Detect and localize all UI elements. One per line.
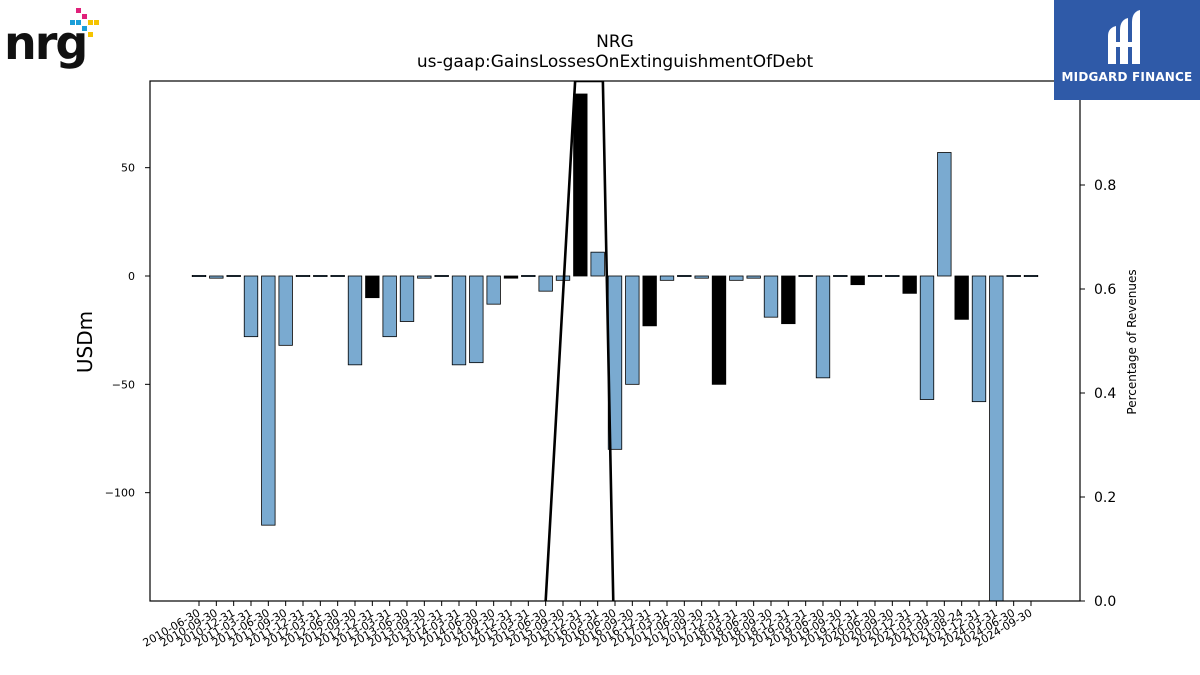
- bar: [191, 274, 207, 277]
- bar: [677, 274, 692, 277]
- bar: [850, 275, 865, 286]
- bar: [209, 275, 224, 279]
- bar: [486, 275, 501, 305]
- bar: [313, 274, 328, 277]
- y-axis-label: USDm: [73, 311, 97, 373]
- bar: [902, 275, 917, 294]
- bar: [503, 275, 519, 279]
- bar: [573, 93, 588, 277]
- bar: [243, 275, 259, 338]
- y2-tick-label: 0.4: [1094, 386, 1116, 402]
- bar: [919, 275, 935, 400]
- bar: [711, 275, 727, 385]
- y-tick-label: −50: [112, 378, 135, 391]
- y2-tick-label: 0.2: [1094, 490, 1116, 506]
- bar: [399, 275, 415, 322]
- y2-axis-ticks: 0.0 0.2 0.4 0.6 0.8: [1080, 178, 1116, 610]
- bar: [417, 275, 432, 279]
- bar: [434, 274, 449, 277]
- bar: [729, 275, 744, 281]
- chart-title: NRG: [596, 32, 634, 52]
- midgard-logo-mark-icon: [1108, 10, 1140, 64]
- bar: [833, 274, 848, 277]
- y2-tick-label: 0.0: [1094, 594, 1116, 610]
- bar: [694, 275, 709, 279]
- y-tick-label: 0: [128, 270, 135, 283]
- nrg-logo-text: nrg: [4, 16, 88, 70]
- bar: [763, 275, 779, 318]
- bar: [885, 274, 900, 277]
- bar: [365, 275, 380, 299]
- bar: [521, 274, 536, 277]
- bar: [278, 275, 293, 346]
- midgard-logo-text: MIDGARD FINANCE: [1061, 70, 1193, 84]
- y2-tick-label: 0.6: [1094, 282, 1116, 298]
- bar: [642, 275, 657, 327]
- bar: [954, 275, 969, 320]
- bar: [538, 275, 553, 292]
- midgard-finance-logo: MIDGARD FINANCE: [1054, 0, 1200, 100]
- bar: [659, 275, 675, 281]
- bar: [989, 275, 1004, 602]
- bar: [867, 274, 883, 277]
- percentage-line: [544, 81, 615, 601]
- bar: [937, 152, 952, 277]
- y-tick-label: −100: [105, 487, 135, 500]
- bar: [330, 274, 345, 277]
- overlay-line-layer: [544, 81, 615, 601]
- bar: [590, 251, 605, 277]
- chart-subtitle: us-gaap:GainsLossesOnExtinguishmentOfDeb…: [416, 52, 814, 72]
- nrg-logo: nrg: [4, 4, 104, 74]
- bar: [625, 275, 640, 385]
- bar: [226, 274, 241, 277]
- y2-axis-label: Percentage of Revenues: [1125, 269, 1139, 414]
- bar: [781, 275, 796, 325]
- bar: [1023, 274, 1039, 277]
- bar: [1006, 274, 1021, 277]
- bar: [261, 275, 276, 526]
- nrg-logo-mark-icon: [70, 8, 99, 37]
- bar: [347, 275, 363, 366]
- bar: [746, 275, 761, 279]
- y2-tick-label: 0.8: [1094, 178, 1116, 194]
- bar: [971, 275, 987, 403]
- bar: [798, 274, 813, 277]
- x-axis-ticks: 2010-06-302010-09-302010-12-312011-03-31…: [141, 601, 1035, 650]
- bar: [469, 275, 484, 364]
- y-tick-label: 50: [121, 162, 135, 175]
- bar: [815, 275, 831, 379]
- bar: [451, 275, 467, 366]
- bar: [382, 275, 397, 338]
- bars-layer: [191, 93, 1039, 602]
- bar: [295, 274, 311, 277]
- y-axis-ticks: 50 0 −50 −100: [105, 162, 150, 500]
